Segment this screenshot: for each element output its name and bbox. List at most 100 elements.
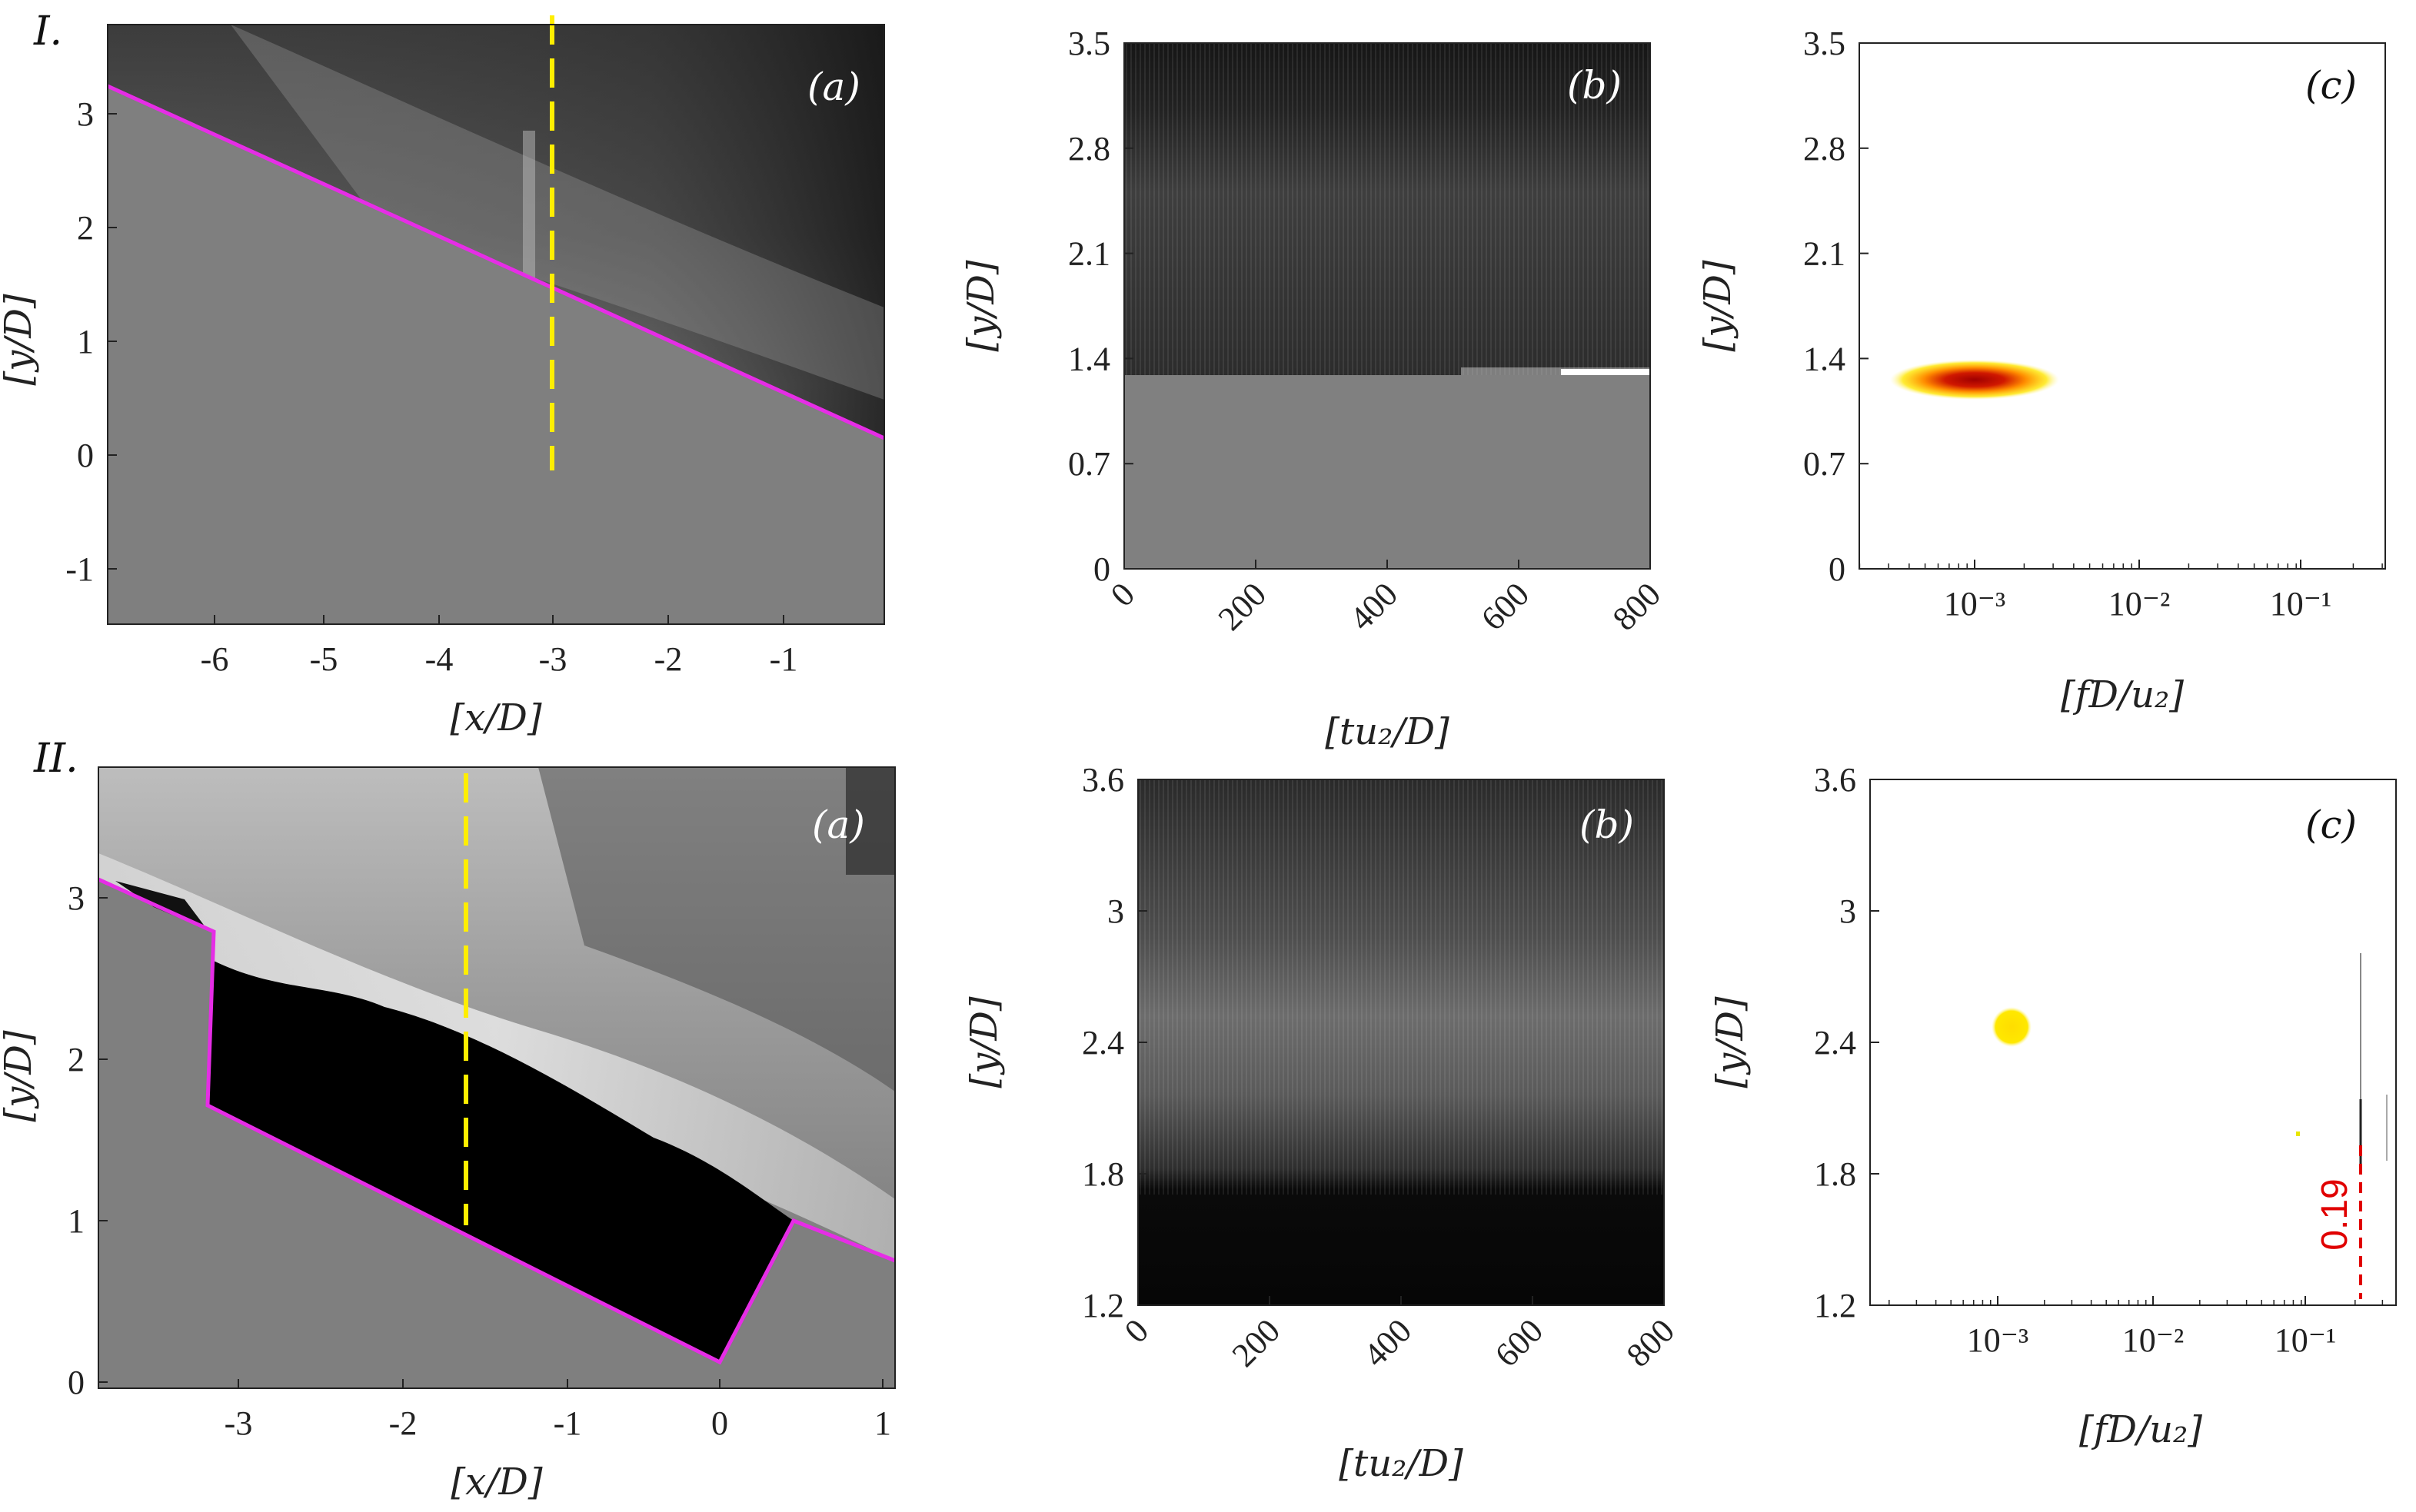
y-tick-label: 0: [68, 1364, 85, 1401]
boundary-line-IIa: [97, 877, 896, 1365]
panel-Ib: (b) 0 200 400 600 800 0 0.7 1.4 2.1 2.8 3.5 [tu₂/…: [960, 25, 1668, 753]
row-label-I: I.: [33, 8, 62, 55]
panel-label-IIc: (c): [2305, 803, 2357, 847]
x-ticks-Ib: 0 200 400 600 800: [1103, 560, 1668, 638]
x-label-Ic: [fD/u₂]: [2061, 673, 2184, 716]
x-tick-label: 10⁻²: [2122, 1321, 2184, 1359]
x-ticks-IIb: 0 200 400 600 800: [1117, 1296, 1682, 1374]
y-tick-label: 2.4: [1082, 1024, 1124, 1062]
x-tick-label: 10⁻¹: [2270, 585, 2331, 623]
y-tick-label: 0: [1829, 550, 1845, 588]
x-tick-label: 10⁻³: [1967, 1321, 2028, 1359]
y-tick-label: 1.2: [1082, 1287, 1124, 1324]
axes-frame-IIa: [98, 766, 896, 1389]
x-tick-label: 200: [1211, 575, 1273, 637]
row-label-II: II.: [33, 736, 78, 782]
y-tick-label: 1.4: [1068, 340, 1110, 377]
x-ticks-IIc: 10⁻³ 10⁻² 10⁻¹: [1889, 1296, 2384, 1359]
boundary-line-Ia: [106, 84, 886, 440]
y-tick-label: 0: [1093, 550, 1110, 588]
x-tick-label: -2: [389, 1404, 418, 1442]
y-tick-label: 3.5: [1068, 25, 1110, 62]
y-tick-label: 1.8: [1082, 1155, 1124, 1193]
y-tick-label: 3: [77, 95, 94, 133]
y-ticks-Ia: -1 0 1 2 3: [65, 95, 117, 588]
panel-IIc: 0.19 (c) 10⁻³ 10⁻² 10⁻¹ 1.2 1.8 2.4 3 3.6 [fD/…: [1709, 761, 2397, 1451]
panel-label-Ib: (b): [1567, 63, 1622, 108]
panel-label-Ia: (a): [807, 65, 860, 109]
x-tick-label: -1: [554, 1404, 582, 1442]
y-ticks-Ib: 0 0.7 1.4 2.1 2.8 3.5: [1068, 25, 1133, 588]
x-label-IIb: [tu₂/D]: [1339, 1442, 1463, 1485]
y-tick-label: 3: [1839, 892, 1856, 930]
y-tick-label: 1: [68, 1202, 85, 1240]
panel-label-IIa: (a): [812, 803, 865, 847]
x-tick-label: -2: [654, 640, 683, 678]
y-tick-label: 3.6: [1082, 761, 1124, 799]
y-label-IIc: [y/D]: [1709, 996, 1752, 1088]
x-ticks-IIa: -3 -2 -1 0 1: [225, 1379, 891, 1442]
y-ticks-IIa: 0 1 2 3: [68, 879, 108, 1401]
y-tick-label: 0.7: [1803, 445, 1845, 483]
x-tick-label: 800: [1619, 1311, 1682, 1374]
y-tick-label: 0.7: [1068, 445, 1110, 483]
y-tick-label: 3: [1107, 892, 1124, 930]
x-tick-label: -6: [201, 640, 229, 678]
x-tick-label: 600: [1474, 575, 1536, 637]
y-ticks-IIc: 1.2 1.8 2.4 3 3.6: [1814, 761, 1879, 1324]
panel-IIa-image: [98, 767, 895, 1388]
y-tick-label: 1.2: [1814, 1287, 1856, 1324]
x-tick-label: -3: [539, 640, 567, 678]
y-tick-label: -1: [65, 550, 94, 588]
x-tick-label: 400: [1356, 1311, 1419, 1374]
spectral-peak-IIc: [1992, 1007, 2032, 1047]
x-tick-label: -5: [310, 640, 338, 678]
x-label-IIa: [x/D]: [451, 1460, 542, 1504]
x-tick-label: 1: [874, 1404, 891, 1442]
y-tick-label: 2.1: [1803, 235, 1845, 273]
panel-Ia-image: [108, 25, 884, 624]
x-tick-label: 10⁻¹: [2275, 1321, 2336, 1359]
panel-label-Ic: (c): [2305, 63, 2357, 108]
y-tick-label: 2: [77, 209, 94, 247]
x-tick-label: -4: [425, 640, 454, 678]
x-tick-label: 400: [1343, 575, 1405, 637]
y-tick-label: 2.8: [1068, 130, 1110, 168]
annotation-IIc: 0.19: [2315, 1178, 2355, 1250]
x-tick-label: 0: [711, 1404, 728, 1442]
y-label-Ib: [y/D]: [960, 260, 1003, 352]
y-tick-label: 1.4: [1803, 340, 1845, 377]
x-ticks-Ia: -6 -5 -4 -3 -2 -1: [201, 615, 798, 678]
y-label-IIa: [y/D]: [0, 1030, 40, 1122]
x-label-IIc: [fD/u₂]: [2079, 1408, 2202, 1451]
y-tick-label: 3: [68, 879, 85, 917]
y-tick-label: 2.1: [1068, 235, 1110, 273]
panel-IIb: (b) 0 200 400 600 800 1.21.82.433.6 [tu₂/D] …: [963, 761, 1682, 1485]
y-tick-label: 0: [77, 437, 94, 474]
y-tick-label: 1.8: [1814, 1155, 1856, 1193]
x-tick-label: -1: [770, 640, 798, 678]
x-tick-label: 600: [1488, 1311, 1550, 1374]
x-ticks-Ic: 10⁻³ 10⁻² 10⁻¹: [1859, 560, 2383, 623]
x-label-Ia: [x/D]: [450, 696, 541, 739]
axes-frame-Ia: [107, 24, 885, 625]
axes-frame-Ic: [1859, 42, 2386, 570]
panel-Ic: (c) 10⁻³ 10⁻² 10⁻¹ 0 0.7 1.4 2.1 2.8 3.5 [fD/u₂…: [1696, 25, 2386, 716]
y-tick-label: 1: [77, 323, 94, 361]
y-label-Ia: [y/D]: [0, 294, 40, 386]
panel-Ia: (a) -6 -5 -4 -3 -2 -1 -1 0 1 2 3 [x/D] [y/D]: [0, 15, 886, 739]
spectral-peak-Ic: [1890, 360, 2059, 400]
y-ticks-IIb: 1.2 1.8 2.4 3 3.6: [1082, 761, 1147, 1324]
panel-IIa: (a) -3 -2 -1 0 1 0 1 2 3 [x/D] [y/D]: [0, 766, 896, 1504]
y-tick-label: 2: [68, 1041, 85, 1078]
x-tick-label: 200: [1225, 1311, 1287, 1374]
x-tick-label: 800: [1606, 575, 1668, 637]
x-tick-label: 10⁻²: [2108, 585, 2170, 623]
y-ticks-Ic: 0 0.7 1.4 2.1 2.8 3.5: [1803, 25, 1869, 588]
y-label-Ic: [y/D]: [1696, 260, 1739, 352]
y-tick-label: 2.4: [1814, 1024, 1856, 1062]
y-label-IIb: [y/D]: [963, 996, 1006, 1088]
panel-label-IIb: (b): [1579, 803, 1634, 847]
y-tick-label: 3.5: [1803, 25, 1845, 62]
